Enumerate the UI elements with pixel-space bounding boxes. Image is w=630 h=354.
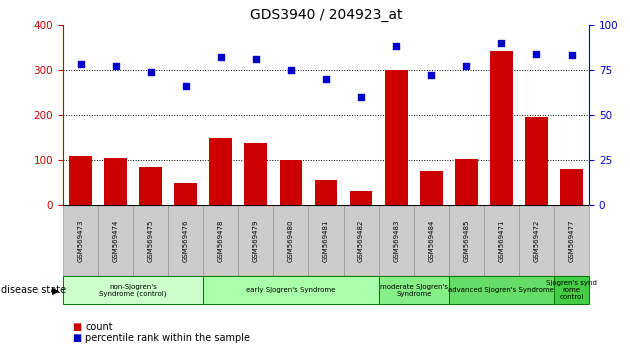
Bar <box>490 51 513 205</box>
Bar <box>104 158 127 205</box>
Text: GSM569475: GSM569475 <box>147 219 154 262</box>
Point <box>146 69 156 75</box>
Text: GSM569485: GSM569485 <box>463 219 469 262</box>
Point <box>215 55 226 60</box>
Text: GSM569480: GSM569480 <box>288 219 294 262</box>
Bar <box>519 205 554 276</box>
Text: advanced Sjogren's Syndrome: advanced Sjogren's Syndrome <box>449 287 554 293</box>
Bar <box>560 169 583 205</box>
Text: ■: ■ <box>72 322 82 332</box>
Text: GSM569482: GSM569482 <box>358 219 364 262</box>
Text: GSM569472: GSM569472 <box>534 219 539 262</box>
Bar <box>280 160 302 205</box>
Text: GSM569479: GSM569479 <box>253 219 259 262</box>
Point <box>532 51 542 57</box>
Bar <box>244 143 267 205</box>
Point <box>426 73 436 78</box>
Bar <box>209 138 232 205</box>
Text: GSM569484: GSM569484 <box>428 219 434 262</box>
Bar <box>414 205 449 276</box>
Bar <box>525 117 548 205</box>
Bar <box>309 205 343 276</box>
Bar <box>350 191 372 205</box>
Bar <box>69 156 92 205</box>
Bar <box>554 205 589 276</box>
Point <box>391 44 401 49</box>
Point <box>286 67 296 73</box>
Bar <box>133 205 168 276</box>
Text: count: count <box>85 322 113 332</box>
Bar <box>449 205 484 276</box>
Bar <box>203 205 238 276</box>
Text: ▶: ▶ <box>52 285 60 295</box>
Bar <box>455 159 478 205</box>
Bar <box>63 205 98 276</box>
Bar <box>98 205 133 276</box>
Bar <box>379 276 449 304</box>
Bar <box>385 70 408 205</box>
Point <box>356 94 366 100</box>
Point <box>181 83 191 89</box>
Text: Sjogren's synd
rome
control: Sjogren's synd rome control <box>546 280 597 300</box>
Text: GSM569473: GSM569473 <box>77 219 84 262</box>
Bar <box>314 181 338 205</box>
Point <box>76 62 86 67</box>
Point <box>111 63 121 69</box>
Bar <box>175 183 197 205</box>
Text: disease state: disease state <box>1 285 66 295</box>
Bar <box>273 205 309 276</box>
Text: GSM569477: GSM569477 <box>568 219 575 262</box>
Point <box>461 63 471 69</box>
Bar <box>420 171 443 205</box>
Bar <box>484 205 519 276</box>
Bar <box>63 276 203 304</box>
Point <box>251 56 261 62</box>
Text: GSM569476: GSM569476 <box>183 219 189 262</box>
Text: GSM569478: GSM569478 <box>218 219 224 262</box>
Point <box>321 76 331 82</box>
Bar <box>168 205 203 276</box>
Bar <box>238 205 273 276</box>
Text: early Sjogren's Syndrome: early Sjogren's Syndrome <box>246 287 336 293</box>
Title: GDS3940 / 204923_at: GDS3940 / 204923_at <box>249 8 403 22</box>
Bar <box>139 167 162 205</box>
Text: moderate Sjogren's
Syndrome: moderate Sjogren's Syndrome <box>380 284 448 297</box>
Text: percentile rank within the sample: percentile rank within the sample <box>85 333 250 343</box>
Bar <box>203 276 379 304</box>
Bar <box>449 276 554 304</box>
Text: GSM569471: GSM569471 <box>498 219 505 262</box>
Text: GSM569481: GSM569481 <box>323 219 329 262</box>
Point <box>566 53 576 58</box>
Text: GSM569483: GSM569483 <box>393 219 399 262</box>
Point <box>496 40 507 46</box>
Bar <box>379 205 414 276</box>
Text: non-Sjogren's
Syndrome (control): non-Sjogren's Syndrome (control) <box>100 284 167 297</box>
Bar <box>343 205 379 276</box>
Text: ■: ■ <box>72 333 82 343</box>
Text: GSM569474: GSM569474 <box>113 219 118 262</box>
Bar <box>554 276 589 304</box>
